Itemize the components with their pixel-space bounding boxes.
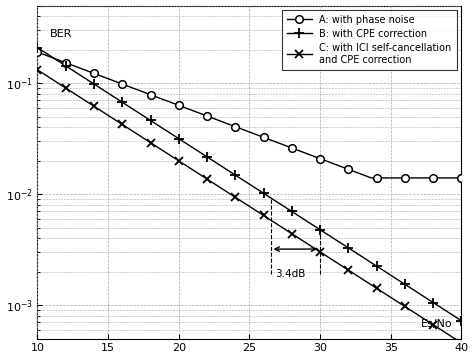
Text: Es/No: Es/No: [421, 318, 453, 328]
Text: BER: BER: [50, 29, 73, 39]
Legend: A: with phase noise, B: with CPE correction, C: with ICI self-cancellation
and C: A: with phase noise, B: with CPE correct…: [283, 10, 456, 70]
Text: 3.4dB: 3.4dB: [275, 269, 305, 279]
